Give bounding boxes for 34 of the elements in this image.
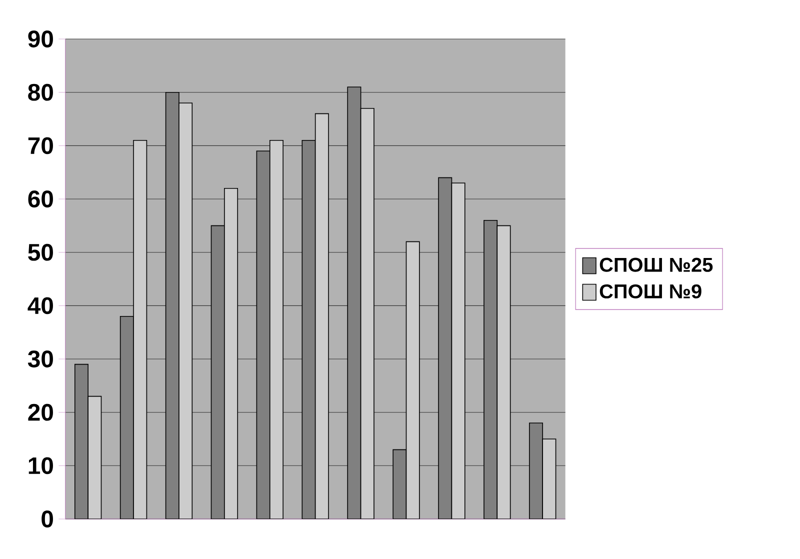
bar (360, 108, 374, 519)
bar (88, 396, 102, 519)
bar (165, 92, 180, 519)
bar (406, 241, 420, 519)
bar (133, 140, 148, 519)
y-tick-label: 10 (28, 457, 53, 474)
bar (496, 225, 511, 519)
bar (484, 220, 498, 519)
bar (224, 188, 238, 519)
bar (392, 449, 407, 519)
y-tick-label: 50 (28, 244, 53, 261)
bar (542, 438, 556, 519)
bar (210, 225, 225, 519)
bar (120, 316, 134, 519)
y-tick-label: 30 (28, 350, 53, 368)
bar (438, 177, 452, 519)
y-tick-label: 40 (28, 297, 53, 314)
bar (178, 102, 193, 519)
bar (256, 150, 270, 519)
y-tick-label: 70 (28, 137, 53, 154)
bar (302, 140, 316, 519)
y-tick-label: 60 (28, 190, 53, 208)
bar (347, 86, 362, 519)
bar (529, 422, 544, 519)
bar (74, 364, 88, 519)
legend-label: СПОШ №9 (600, 284, 702, 298)
bar (451, 182, 466, 519)
y-tick-label: 0 (42, 510, 53, 528)
legend-label: СПОШ №25 (600, 258, 713, 272)
y-tick-label: 20 (28, 404, 53, 421)
y-tick-label: 90 (28, 30, 53, 48)
bar (314, 113, 329, 519)
bar (269, 140, 284, 519)
y-tick-label: 80 (28, 84, 53, 101)
